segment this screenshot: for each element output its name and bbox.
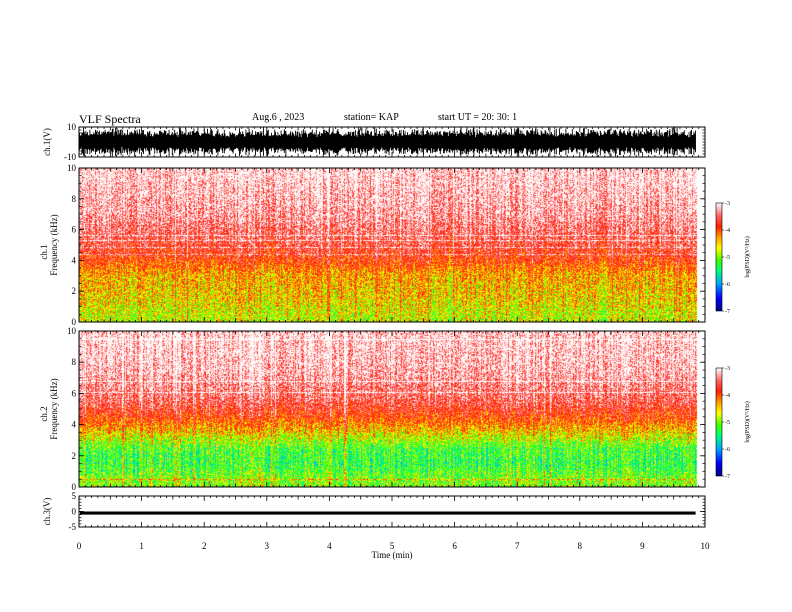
y-tick-label: -10 [64, 152, 76, 162]
ch1-ylabel-main: Frequency (kHz) [49, 214, 59, 275]
y-tick-label: 10 [67, 122, 77, 132]
ch1-ylabel-top: ch.1 [39, 244, 49, 259]
x-tick-label: 1 [139, 541, 144, 551]
ch1-waveform-series [79, 127, 696, 157]
station-label: station= KAP [344, 112, 399, 123]
chart-title: VLF Spectra [79, 112, 141, 126]
ch2-ylabel-top: ch.2 [39, 406, 49, 421]
colorbar-tick-label: -7 [725, 309, 730, 315]
ch3-ylabel: ch.3(V) [42, 498, 52, 526]
colorbar-ch2 [715, 367, 723, 477]
y-tick-label: 0 [72, 317, 77, 327]
y-tick-label: 4 [72, 255, 77, 265]
colorbar-tick-label: -6 [725, 282, 730, 288]
y-tick-label: 10 [67, 163, 77, 173]
colorbar-tick-label: -6 [725, 447, 730, 453]
spectrogram-ch2-image [79, 331, 705, 487]
y-tick-label: 0 [72, 482, 77, 492]
colorbar-tick-label: -3 [725, 366, 730, 372]
x-tick-label: 7 [515, 541, 520, 551]
x-tick-label: 4 [327, 541, 332, 551]
y-tick-label: 8 [72, 357, 77, 367]
colorbar-ch1 [715, 202, 723, 312]
spectrogram-ch1-image [79, 168, 705, 322]
x-axis-label: Time (min) [372, 550, 413, 560]
x-tick-label: 3 [265, 541, 270, 551]
x-tick-label: 2 [202, 541, 207, 551]
x-tick-label: 9 [640, 541, 645, 551]
y-tick-label: 0 [72, 507, 77, 517]
y-tick-label: 2 [72, 286, 77, 296]
x-tick-label: 6 [452, 541, 457, 551]
colorbar-label: log(PSD)(V²/Hz) [744, 236, 751, 277]
x-tick-label: 5 [390, 541, 395, 551]
ch3-waveform-series [80, 511, 696, 515]
colorbar-tick-label: -7 [725, 474, 730, 480]
date-label: Aug.6 , 2023 [252, 112, 305, 123]
y-tick-label: 5 [72, 491, 77, 501]
y-tick-label: 10 [67, 326, 77, 336]
x-tick-label: 8 [578, 541, 583, 551]
y-tick-label: 8 [72, 194, 77, 204]
colorbar-tick-label: -5 [725, 255, 730, 261]
x-tick-label: 0 [77, 541, 82, 551]
y-tick-label: -5 [69, 522, 77, 532]
colorbar-tick-label: -3 [725, 201, 730, 207]
ch2-ylabel-main: Frequency (kHz) [49, 378, 59, 439]
y-tick-label: 4 [72, 420, 77, 430]
y-tick-label: 2 [72, 451, 77, 461]
y-tick-label: 6 [72, 388, 77, 398]
start-time-label: start UT = 20: 30: 1 [438, 112, 518, 123]
y-tick-label: 6 [72, 225, 77, 235]
colorbar-tick-label: -5 [725, 420, 730, 426]
colorbar-label: log(PSD)(V²/Hz) [744, 401, 751, 442]
colorbar-tick-label: -4 [725, 228, 730, 234]
ch1-ylabel: ch.1(V) [42, 128, 52, 156]
x-tick-label: 10 [701, 541, 711, 551]
colorbar-tick-label: -4 [725, 393, 730, 399]
